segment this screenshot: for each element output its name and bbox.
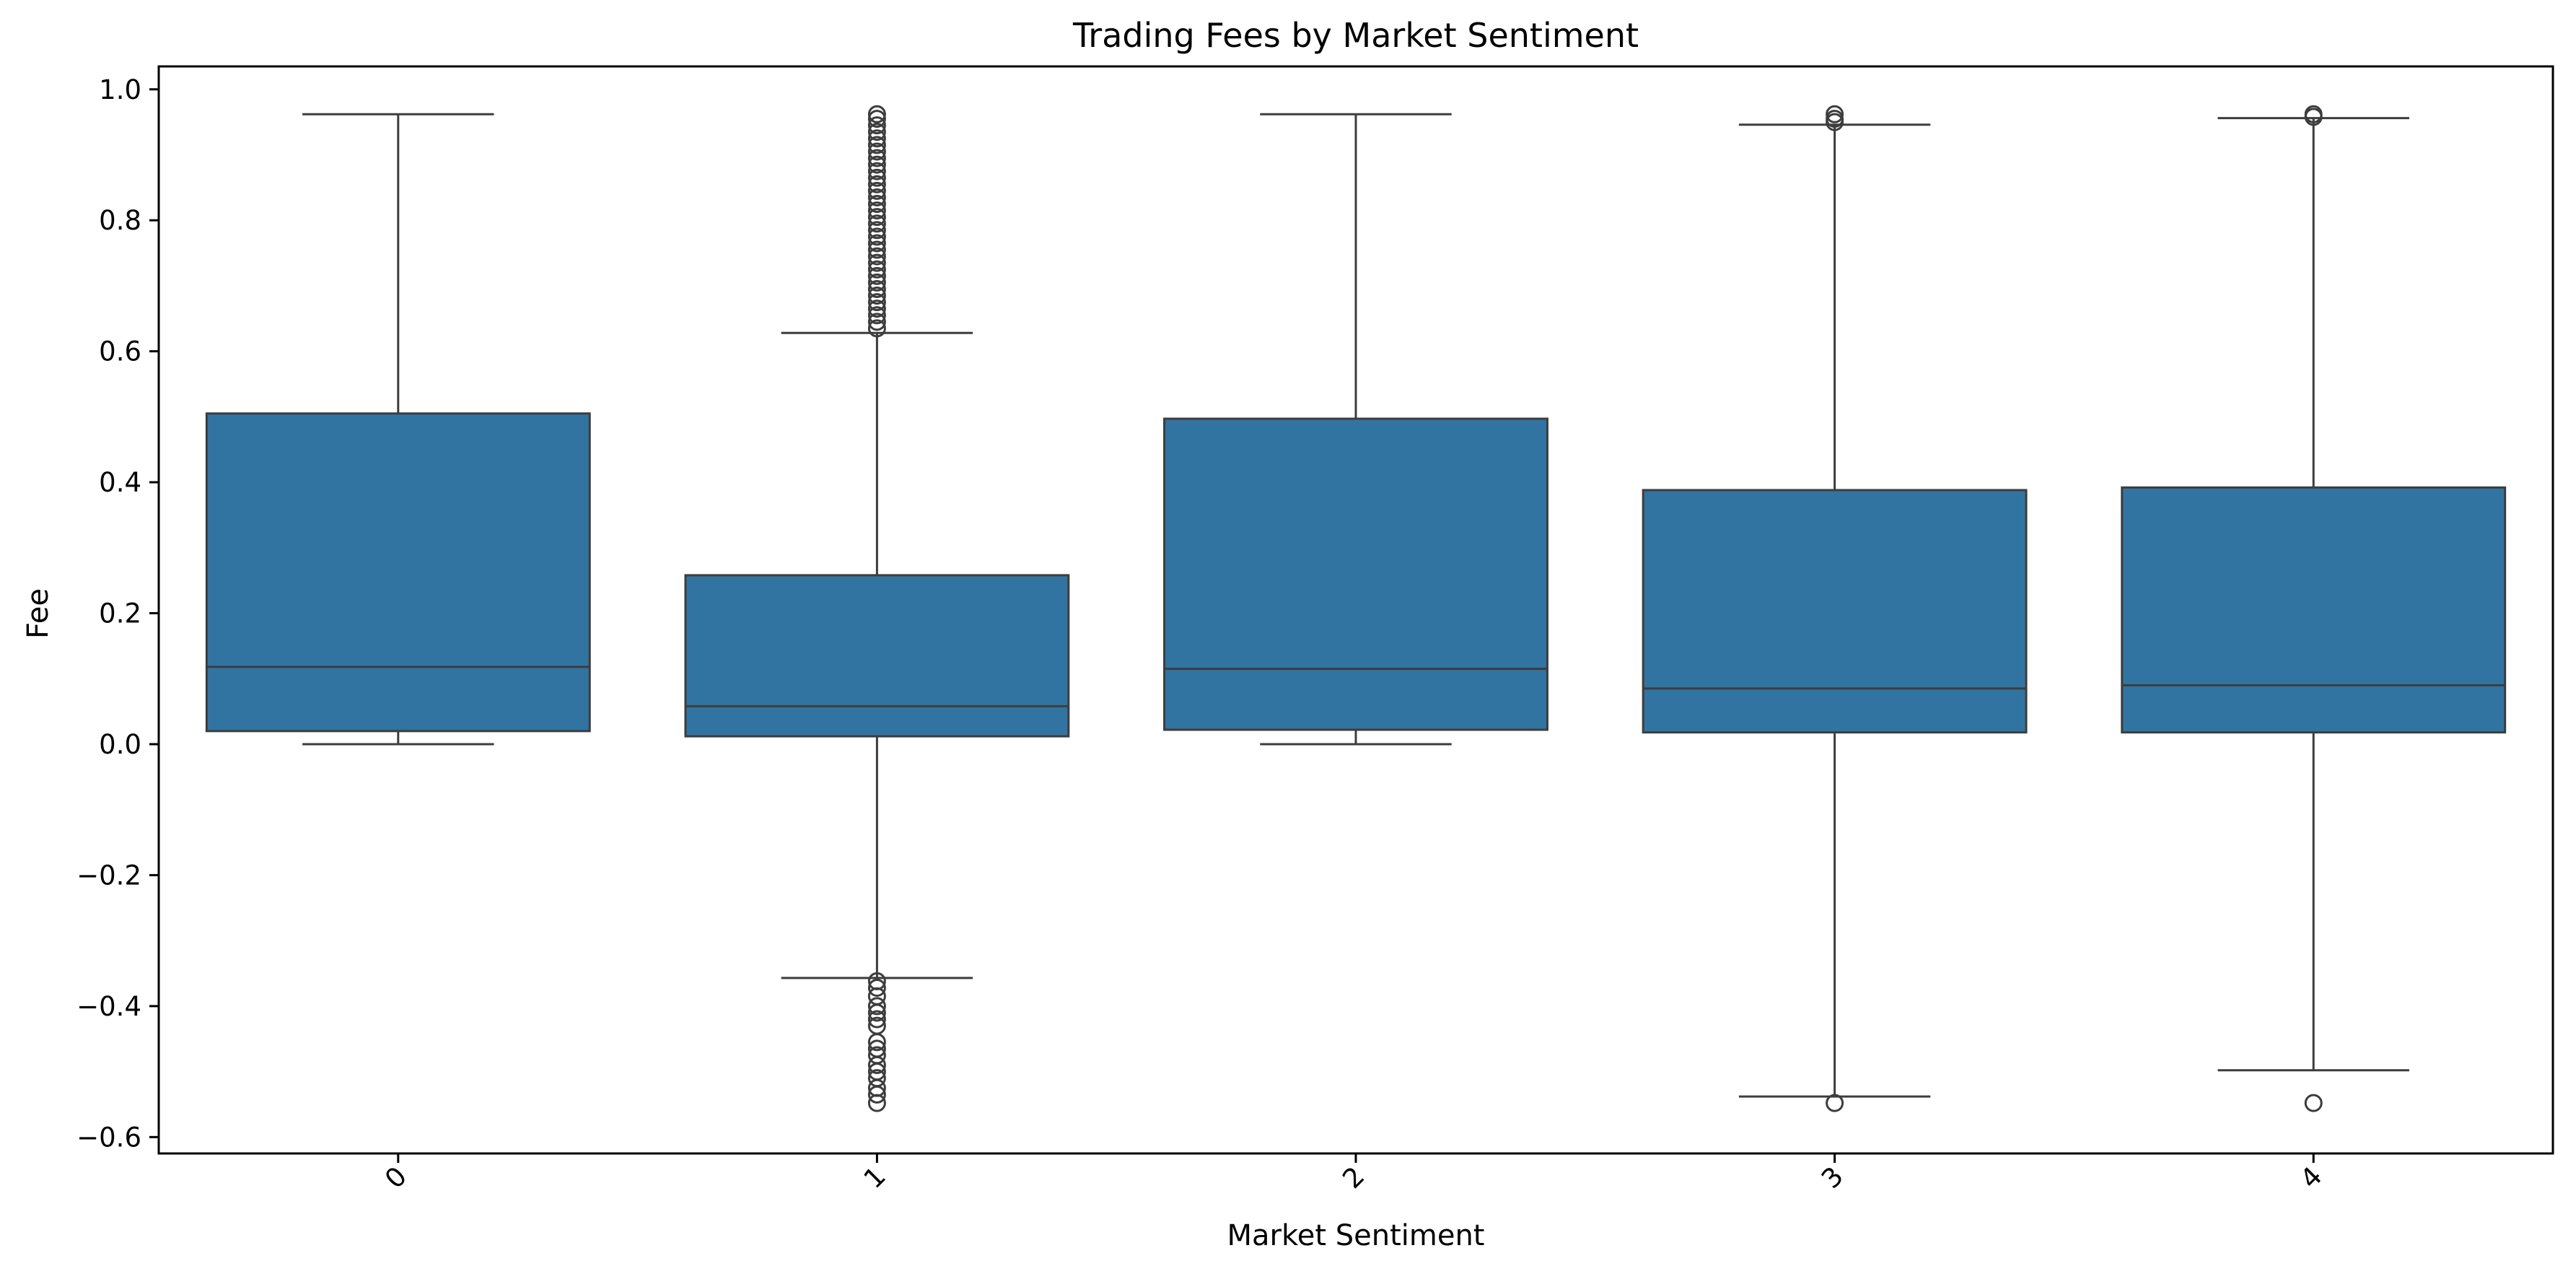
outlier-point — [867, 168, 886, 187]
x-tick-label: 1 — [858, 1161, 892, 1195]
outlier-point — [867, 142, 886, 161]
y-tick-label: 0.4 — [99, 467, 141, 498]
y-tick-label: 0.6 — [99, 336, 141, 367]
outlier-point — [867, 1085, 886, 1104]
y-tick-label: 1.0 — [99, 74, 141, 105]
box-group — [1163, 113, 1548, 746]
outlier-point — [867, 293, 886, 312]
outlier-point — [867, 227, 886, 246]
y-axis-label: Fee — [22, 588, 55, 639]
y-tick-label: 0.8 — [99, 205, 141, 236]
box-group — [2121, 105, 2507, 1112]
outlier-point — [867, 234, 886, 253]
outlier-point — [867, 1003, 886, 1022]
outlier-point — [867, 188, 886, 206]
outlier-point — [867, 155, 886, 174]
y-tick-label: −0.4 — [76, 991, 141, 1022]
outlier-point — [867, 201, 886, 220]
outlier-point — [867, 181, 886, 200]
chart-title: Trading Fees by Market Sentiment — [1072, 16, 1639, 55]
outlier-point — [867, 279, 886, 298]
outlier-point — [867, 287, 886, 305]
outlier-point — [867, 247, 886, 266]
box-iqr — [684, 574, 1070, 738]
box-group — [1642, 105, 2028, 1112]
y-tick-label: 0.0 — [99, 729, 141, 760]
outlier-point — [867, 129, 886, 148]
outlier-point — [867, 266, 886, 285]
outlier-point — [867, 221, 886, 240]
y-tick-label: −0.6 — [76, 1122, 141, 1153]
outlier-point — [867, 195, 886, 214]
outlier-point — [867, 175, 886, 193]
x-axis-label: Market Sentiment — [1227, 1219, 1485, 1252]
x-tick-label: 0 — [379, 1161, 413, 1195]
boxes-layer — [205, 105, 2507, 1112]
outlier-point — [867, 110, 886, 128]
outlier-point — [867, 136, 886, 154]
outlier-point — [867, 1094, 886, 1112]
plot-frame — [157, 65, 2554, 1155]
outlier-point — [867, 208, 886, 227]
x-tick-label: 2 — [1336, 1161, 1370, 1195]
y-axis-ticks: −0.6 −0.4 −0.2 0.0 0.2 0.4 0.6 0.8 1.0 — [76, 74, 159, 1153]
outlier-point — [867, 116, 886, 135]
outlier-point — [2304, 1094, 2323, 1112]
box-group — [684, 105, 1070, 1112]
outlier-point — [867, 1056, 886, 1075]
outlier-point — [867, 253, 886, 272]
x-tick-label: 4 — [2295, 1161, 2329, 1195]
outlier-point — [867, 997, 886, 1016]
y-tick-label: −0.2 — [76, 860, 141, 891]
outlier-point — [867, 1033, 886, 1052]
box-iqr — [1163, 417, 1548, 731]
outlier-point — [867, 260, 886, 279]
outlier-point — [867, 273, 886, 292]
y-tick-label: 0.2 — [99, 598, 141, 629]
box-group — [205, 113, 591, 746]
box-iqr — [1642, 489, 2028, 734]
outlier-point — [867, 1010, 886, 1029]
outlier-point — [867, 306, 886, 325]
outlier-point — [1826, 113, 1844, 131]
outlier-point — [867, 149, 886, 167]
outlier-point — [1826, 105, 1844, 123]
outlier-point — [867, 214, 886, 233]
outlier-point — [2304, 108, 2323, 126]
outlier-point — [867, 240, 886, 259]
outlier-point — [867, 162, 886, 180]
x-tick-label: 3 — [1815, 1161, 1849, 1195]
x-axis-ticks: 0 1 2 3 4 — [379, 1153, 2329, 1195]
outlier-point — [867, 105, 886, 123]
outlier-point — [1826, 1094, 1844, 1112]
outlier-point — [867, 313, 886, 331]
outlier-point — [867, 300, 886, 318]
box-iqr — [2121, 486, 2507, 734]
box-iqr — [205, 412, 591, 733]
outlier-point — [867, 123, 886, 141]
outlier-point — [867, 978, 886, 997]
outlier-point — [867, 319, 886, 338]
